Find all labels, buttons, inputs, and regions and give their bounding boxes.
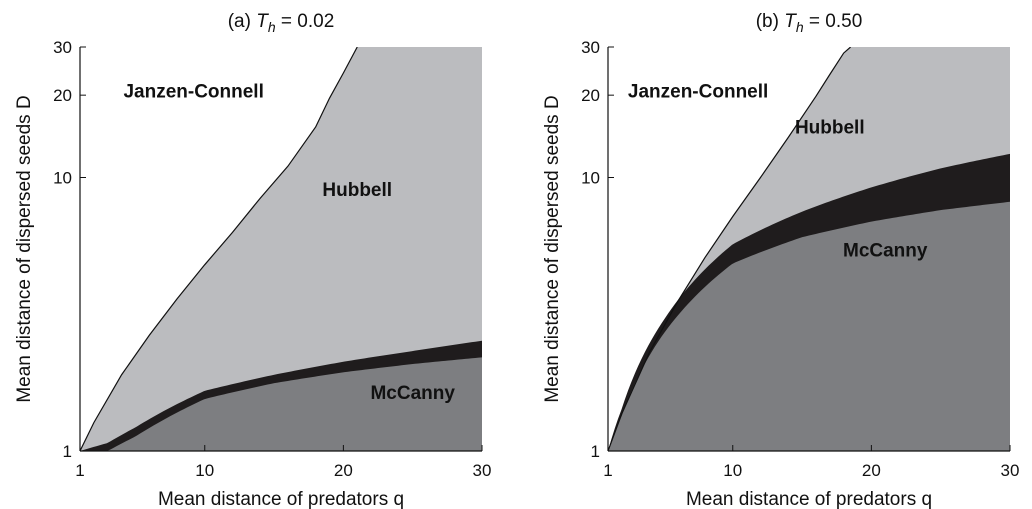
y-tick-label: 30 (53, 38, 72, 57)
chart-panel-a: 1 10 20 30 1 10 20 30 Mean distance of predators… (14, 11, 491, 509)
y-tick-label: 1 (63, 442, 72, 461)
chart-title: (b) Th = 0.50 (756, 11, 863, 35)
x-axis-label: Mean distance of predators q (686, 489, 932, 509)
region-mccanny (608, 201, 1010, 451)
region-label-hubbell: Hubbell (795, 117, 865, 138)
boundary-line (80, 47, 358, 451)
chart-title: (a) Th = 0.02 (228, 11, 335, 35)
region-label-hubbell: Hubbell (322, 180, 392, 201)
boundary-line (608, 47, 851, 451)
y-tick-label: 30 (581, 38, 600, 57)
y-tick-label: 10 (53, 168, 72, 187)
region-mccanny (80, 357, 482, 451)
x-tick-label: 1 (75, 461, 84, 480)
x-tick-label: 10 (195, 461, 214, 480)
x-tick-label: 20 (334, 461, 353, 480)
plot-area (80, 47, 482, 451)
x-tick-label: 10 (723, 461, 742, 480)
x-tick-label: 30 (473, 461, 492, 480)
y-tick-label: 10 (581, 168, 600, 187)
plot-area (608, 47, 1010, 451)
region-label-janzen-connell: Janzen-Connell (123, 82, 263, 103)
y-axis-label: Mean distance of dispersed seeds D (14, 95, 35, 402)
y-tick-label: 20 (53, 86, 72, 105)
chart-panel-b: 1 10 20 30 1 10 20 30 Mean distance of predators… (542, 11, 1019, 509)
region-label-janzen-connell: Janzen-Connell (628, 82, 768, 103)
y-tick-label: 20 (581, 86, 600, 105)
x-tick-label: 20 (862, 461, 881, 480)
region-label-mccanny: McCanny (843, 240, 928, 261)
region-label-mccanny: McCanny (370, 383, 455, 404)
x-axis-label: Mean distance of predators q (158, 489, 404, 509)
x-tick-label: 30 (1001, 461, 1020, 480)
x-tick-label: 1 (603, 461, 612, 480)
y-axis-label: Mean distance of dispersed seeds D (542, 95, 563, 402)
region-hubbell (80, 47, 482, 451)
y-tick-label: 1 (591, 442, 600, 461)
